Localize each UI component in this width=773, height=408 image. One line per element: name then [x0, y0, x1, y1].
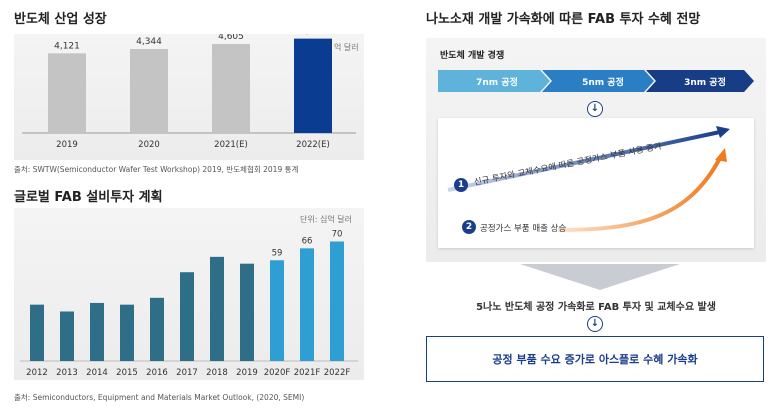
stage-3nm: 3nm 공정 [650, 70, 754, 92]
chart2-bar [90, 302, 104, 361]
chart1-tick-label: 2020 [138, 140, 160, 150]
orange-trend-line [557, 157, 722, 232]
chart2-data-label: 66 [302, 236, 313, 246]
stage-arrows [438, 70, 754, 92]
chart2-tick-label: 2014 [86, 368, 108, 378]
item2-number-badge: 2 [462, 220, 476, 234]
orange-arrowhead-icon [715, 148, 727, 162]
chart1-tick-label: 2019 [56, 140, 78, 150]
chart2-tick-label: 2015 [116, 368, 138, 378]
stage-7nm-label: 7nm 공정 [476, 77, 518, 88]
chart2-tick-label: 2019 [236, 368, 258, 378]
chart1-data-label: 4,605 [218, 34, 244, 42]
chart1-source: 출처: SWTW(Semiconductor Wafer Test Worksh… [14, 165, 299, 174]
chart2-tick-label: 2016 [146, 368, 168, 378]
conclusion-text: 공정 부품 수요 증가로 아스플로 수혜 가속화 [492, 353, 698, 366]
chart1-title: 반도체 산업 성장 [14, 12, 107, 27]
right-title: 나노소재 개발 가속화에 따른 FAB 투자 수혜 전망 [426, 12, 701, 27]
chart2-bar [270, 260, 284, 361]
stage-arrow-3nm [646, 70, 754, 92]
chart2-data-label: 59 [272, 248, 283, 258]
right-panel-title: 반도체 개발 경쟁 [440, 51, 505, 61]
funnel-shape [520, 264, 680, 290]
chart2-tick-label: 2021F [294, 368, 321, 378]
chart1-tick-label: 2021(E) [214, 140, 248, 150]
chart1-data-label: 4,882 [300, 34, 326, 37]
conclusion-box: 공정 부품 수요 증가로 아스플로 수혜 가속화 [426, 336, 764, 382]
chart2-tick-label: 2022F [324, 368, 351, 378]
chart1-data-label: 4,344 [136, 37, 162, 47]
chart1-bar [294, 38, 332, 133]
stage-arrow-7nm [438, 70, 550, 92]
funnel-arrow [520, 264, 680, 290]
chart2-tick-label: 2012 [26, 368, 48, 378]
chart2-bar [30, 304, 44, 361]
blue-arrowhead-icon [716, 126, 730, 138]
chart2-tick-label: 2018 [206, 368, 228, 378]
chart2-source: 출처: Semiconductors, Equipment and Materi… [14, 393, 305, 402]
arrow-down-circle-icon: ↓ [587, 101, 603, 117]
blue-trend-line [447, 130, 721, 192]
result-text: 5나노 반도체 공정 가속화로 FAB 투자 및 교체수요 발생 [476, 302, 716, 313]
stage-5nm-label: 5nm 공정 [582, 77, 624, 88]
chart2-tick-label: 2017 [176, 368, 198, 378]
stage-7nm: 7nm 공정 [440, 70, 548, 92]
chart1-bar [212, 43, 250, 133]
stage-5nm: 5nm 공정 [546, 70, 654, 92]
chart2-plot: 2012 2013 2014 2015 2016 2017 2018 2019 59 2020F 6… [20, 229, 358, 378]
chart2-bar [210, 256, 224, 361]
chart1-data-label: 4,121 [54, 41, 80, 51]
chart1-tick-label: 2022(E) [296, 140, 330, 150]
stage-3nm-label: 3nm 공정 [684, 77, 726, 88]
item2-text: 공정가스 부품 매출 상승 [480, 224, 567, 234]
chart2-bar [180, 272, 194, 361]
chart1-bar [48, 53, 86, 133]
chart2-bar [240, 263, 254, 361]
chart2-tick-label: 2013 [56, 368, 78, 378]
chart2-data-label: 70 [332, 229, 343, 239]
arrow-down-circle-icon-2: ↓ [587, 316, 603, 332]
item1-number-badge: 1 [454, 178, 468, 192]
chart2-bar [150, 297, 164, 361]
chart2-bar [300, 248, 314, 361]
trend-arrows [447, 126, 730, 232]
chart1-bar [130, 49, 168, 133]
chart2-tick-label: 2020F [264, 368, 291, 378]
chart2-bar [330, 241, 344, 361]
stage-arrow-5nm [542, 70, 654, 92]
chart2-bar [120, 304, 134, 361]
chart2-unit: 단위: 십억 달러 [300, 215, 352, 224]
chart1-plot: 4,121 2019 4,344 2020 4,605 2021(E) 4,882 2022(… [22, 34, 356, 150]
chart2-title: 글로벌 FAB 설비투자 계획 [14, 190, 163, 205]
chart1-unit: 단위: 억 달러 [314, 43, 359, 52]
chart2-bar [60, 311, 74, 361]
